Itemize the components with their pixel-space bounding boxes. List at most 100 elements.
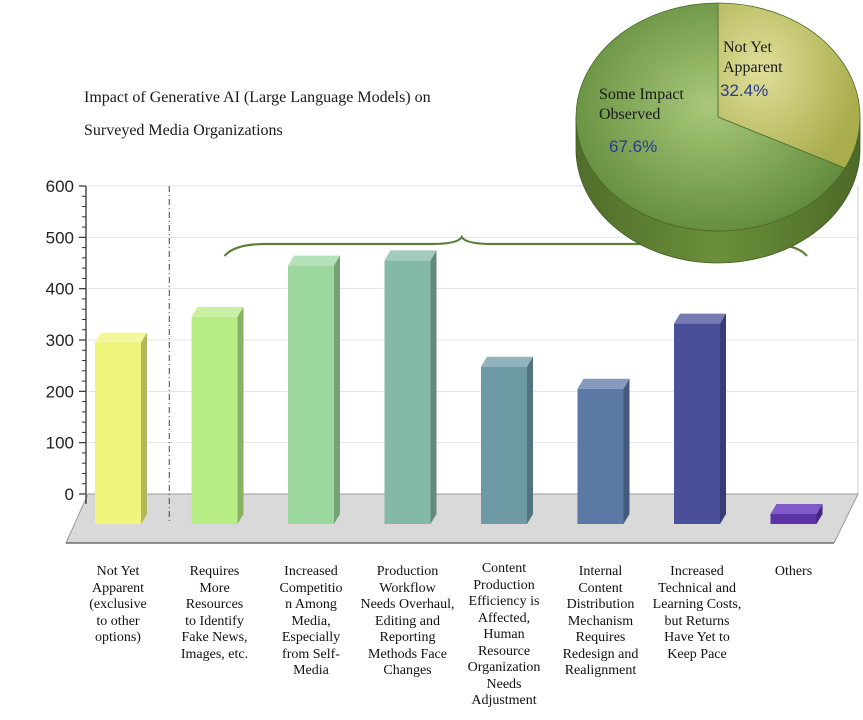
- x-tick-label-line: Mechanism: [567, 613, 634, 629]
- x-tick-label: Content Production Efficiency is Affected, H…: [452, 561, 556, 710]
- bar-top: [384, 250, 437, 261]
- x-tick-label-line: Realignment: [564, 663, 637, 678]
- bar-side: [720, 313, 726, 524]
- x-tick-label-line: Not Yet: [96, 564, 140, 579]
- bar-front: [191, 316, 238, 524]
- bar: [288, 255, 340, 525]
- bar: [674, 313, 726, 524]
- x-tick-label-line: Images, etc.: [180, 646, 249, 662]
- pie-label-not-yet: Not Yet Apparent: [723, 39, 783, 76]
- x-tick-label-line: Needs Overhaul,: [360, 597, 455, 612]
- x-tick-label-line: Redesign and: [562, 646, 639, 662]
- x-tick-label-line: More: [199, 580, 230, 596]
- x-tick-label-line: Media: [293, 663, 329, 678]
- x-tick-label-line: Increased: [670, 564, 724, 579]
- floor-plane: [65, 493, 859, 544]
- x-tick-label-line: Increased: [284, 564, 338, 579]
- x-tick-label-line: Especially: [281, 630, 341, 645]
- pie-slice: [717, 2, 861, 169]
- x-tick-label: Increased Competitio n Among Media, Especial…: [259, 564, 363, 680]
- x-tick-label: Others: [742, 564, 846, 581]
- x-tick-label-line: Editing and: [375, 613, 440, 629]
- pie-slice: [575, 2, 846, 232]
- bar-front: [384, 260, 431, 524]
- bar-front: [770, 514, 817, 524]
- bar-top: [288, 255, 340, 266]
- x-tick-label-line: Content: [578, 580, 623, 596]
- chart-title: Impact of Generative AI (Large Language …: [84, 89, 431, 106]
- x-tick-label-line: Methods Face: [368, 646, 447, 662]
- x-tick-label-line: Fake News,: [181, 630, 248, 645]
- x-tick-label-line: Resource: [477, 643, 531, 659]
- bar-side: [141, 332, 147, 524]
- x-tick-label-line: Changes: [383, 663, 432, 678]
- chart-subtitle: Surveyed Media Organizations: [84, 122, 283, 139]
- pie-value-some-impact: 67.6%: [609, 137, 658, 156]
- bar-front: [95, 342, 141, 524]
- pie-value-not-yet: 32.4%: [720, 81, 769, 100]
- x-tick-label-line: Distribution: [566, 597, 635, 612]
- x-tick-label-line: to Identify: [185, 613, 244, 629]
- x-tick-label-line: n Among: [285, 597, 337, 612]
- bar-side: [527, 356, 533, 524]
- x-tick-label-line: Keep Pace: [667, 646, 727, 662]
- x-tick-label-line: Competitio: [279, 580, 343, 596]
- bar: [384, 250, 437, 524]
- bar: [95, 332, 147, 524]
- x-tick-label-line: Workflow: [379, 580, 436, 596]
- bar-side: [430, 250, 437, 524]
- y-axis: 0 100 200 300 400 500 600: [46, 177, 87, 504]
- x-tick-label-line: Needs: [486, 676, 522, 692]
- x-tick-label: Production Workflow Needs Overhaul, Editing…: [356, 564, 460, 680]
- x-tick-label: Increased Technical and Learning Costs, but…: [645, 564, 749, 663]
- bar-top: [481, 356, 533, 367]
- x-tick-label-line: from Self-: [282, 646, 340, 662]
- bar-top: [577, 378, 630, 389]
- y-tick-label: 300: [46, 331, 74, 350]
- x-tick-label-line: Human: [483, 627, 525, 642]
- pie-label-some-impact: Some Impact Observed: [599, 86, 684, 123]
- x-tick-label-line: Apparent: [91, 580, 145, 596]
- bar-top: [770, 504, 823, 514]
- x-tick-label-line: Technical and: [658, 580, 736, 596]
- x-tick-label-line: Have Yet to: [664, 630, 730, 645]
- x-tick-label-line: Resources: [185, 597, 244, 612]
- pie-chart: [575, 2, 861, 264]
- bar: [770, 504, 823, 524]
- bar-front: [674, 323, 720, 524]
- y-tick-label: 600: [46, 177, 74, 196]
- bar-side: [237, 306, 244, 524]
- y-tick-label: 200: [46, 382, 74, 401]
- y-tick-label: 0: [65, 485, 74, 504]
- bar: [191, 306, 244, 524]
- y-tick-label: 400: [46, 280, 74, 299]
- x-tick-label-line: Affected,: [477, 610, 531, 626]
- bar-front: [481, 366, 527, 524]
- x-tick-label: Requires More Resources to Identify Fake New…: [163, 564, 267, 663]
- x-tick-label-line: Media,: [291, 613, 331, 629]
- x-tick-label-line: to other: [96, 613, 140, 629]
- x-tick-label-line: Organization: [467, 660, 541, 675]
- y-tick-label: 500: [46, 228, 74, 247]
- bar: [481, 356, 533, 524]
- bars: [95, 250, 823, 525]
- x-tick-label: Internal Content Distribution Mechanism Requ…: [549, 564, 653, 680]
- x-tick-label-line: Adjustment: [471, 693, 537, 708]
- y-tick-label: 100: [46, 434, 74, 453]
- x-tick-label-line: Learning Costs,: [652, 597, 742, 612]
- x-tick-label-line: Content: [481, 561, 527, 576]
- x-tick-label-line: Requires: [575, 630, 626, 645]
- bar-top: [191, 306, 244, 317]
- chart-floor: [65, 493, 859, 544]
- x-tick-label-line: Internal: [578, 564, 623, 579]
- bar-side: [623, 378, 630, 524]
- x-tick-label-line: Requires: [189, 564, 240, 579]
- x-tick-label: Not Yet Apparent (exclusive to other options…: [66, 564, 170, 647]
- bar-side: [334, 255, 340, 525]
- x-tick-label-line: Reporting: [379, 630, 436, 645]
- x-tick-label-line: options): [95, 630, 141, 645]
- x-tick-label-line: Others: [774, 564, 813, 579]
- x-tick-label-line: but Returns: [664, 613, 730, 629]
- bar-front: [577, 388, 624, 524]
